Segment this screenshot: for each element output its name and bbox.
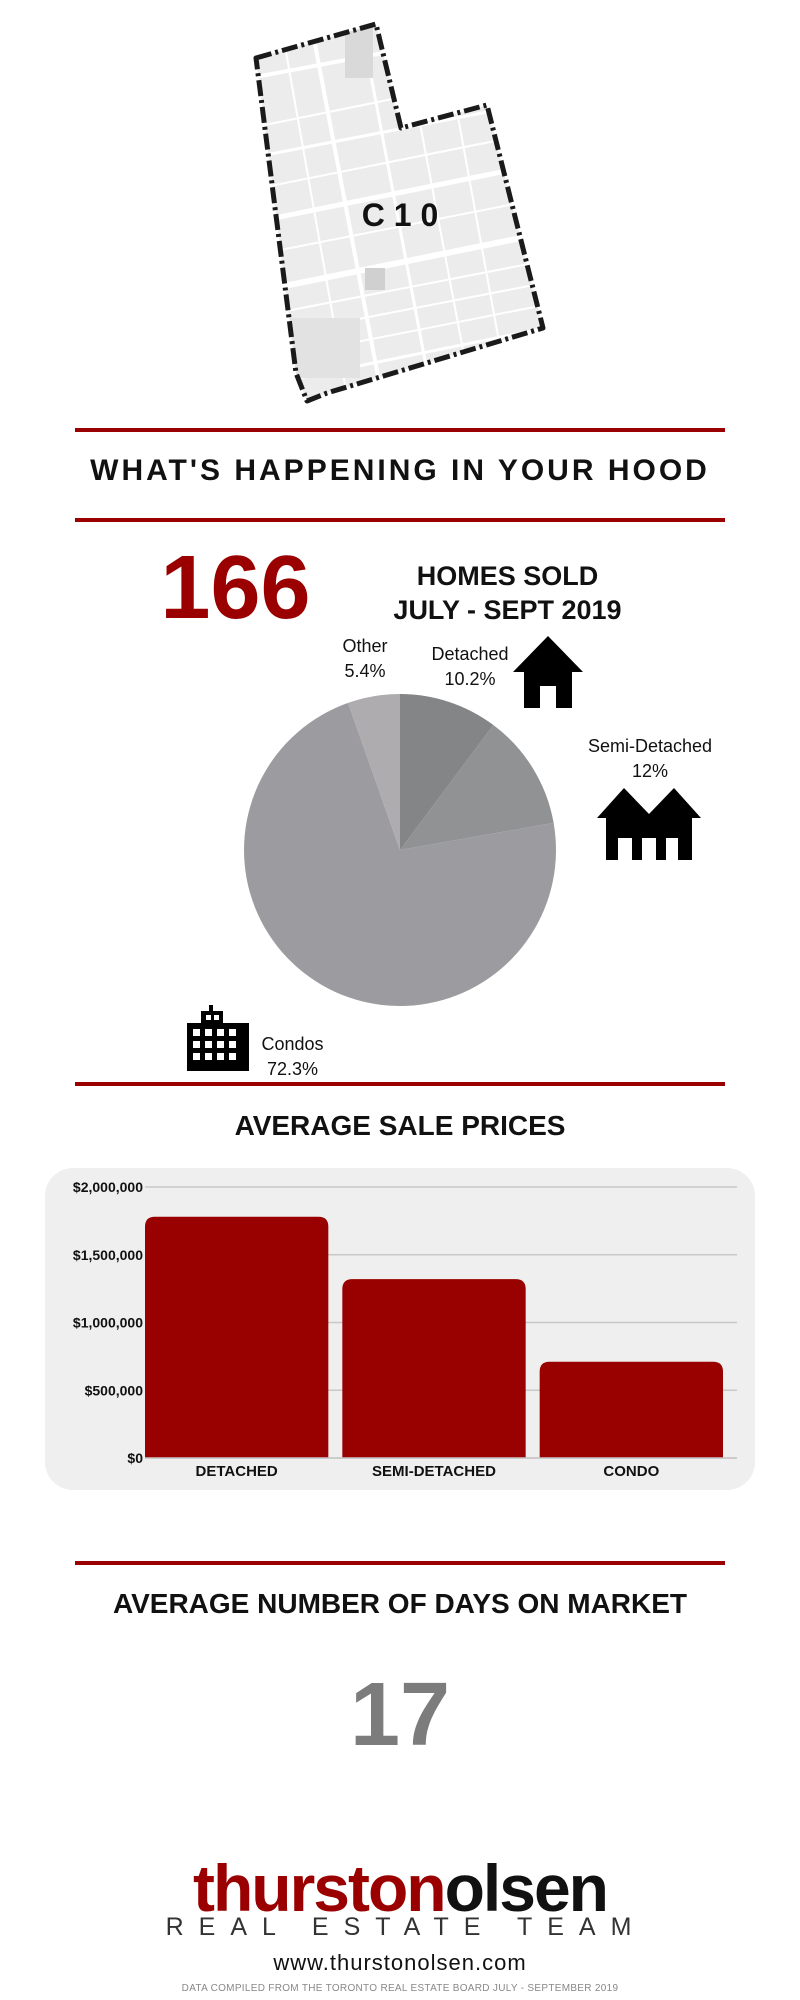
brand-name-part2: olsen <box>444 1851 609 1925</box>
divider-hood <box>75 518 725 522</box>
y-tick-label: $0 <box>127 1450 143 1466</box>
pie-label-detached-value: 10.2% <box>444 669 496 690</box>
pie-slice-semi-detached <box>400 725 554 850</box>
divider-prices <box>75 1082 725 1086</box>
days-on-market-value: 17 <box>349 1665 451 1765</box>
pie-label-condos-name: Condos <box>261 1034 324 1054</box>
pie-slice-other <box>348 694 400 850</box>
pie-label-semi-detached-name: Semi-Detached <box>587 736 713 756</box>
pie-slice-condos <box>243 702 556 1006</box>
section-title-days-on-market: AVERAGE NUMBER OF DAYS ON MARKET <box>112 1588 688 1619</box>
pie-label-condos: Condos 72.3% <box>245 1032 340 1082</box>
homes-sold-line1: HOMES SOLD <box>416 561 599 591</box>
map-district-label: C 1 0 <box>362 197 438 233</box>
section-title-hood: WHAT'S HAPPENING IN YOUR HOOD <box>90 454 710 487</box>
divider-days <box>75 1561 725 1565</box>
website-link[interactable]: www.thurstonolsen.com <box>273 1950 527 1975</box>
pie-label-semi-detached: Semi-Detached 12% <box>575 734 725 784</box>
property-type-pie <box>243 694 556 1006</box>
homes-sold-label: HOMES SOLD JULY - SEPT 2019 <box>370 560 645 628</box>
pie-label-condos-value: 72.3% <box>266 1059 319 1080</box>
bar-condo <box>539 1361 723 1458</box>
pie-slice-detached <box>400 694 494 850</box>
neighbourhood-map: C 1 0 <box>250 18 555 413</box>
bar-semi-detached <box>342 1279 526 1458</box>
homes-sold-period: JULY - SEPT 2019 <box>393 594 622 625</box>
divider-top <box>75 428 725 432</box>
brand-logo: thurstonolsen <box>0 1855 800 1921</box>
data-source-footnote: DATA COMPILED FROM THE TORONTO REAL ESTA… <box>181 1983 619 1994</box>
section-title-prices: AVERAGE SALE PRICES <box>234 1110 566 1141</box>
y-tick-label: $1,500,000 <box>73 1247 143 1263</box>
x-category-label: SEMI-DETACHED <box>372 1463 496 1480</box>
semi-detached-icon <box>597 788 701 860</box>
y-tick-label: $2,000,000 <box>73 1179 143 1195</box>
pie-label-detached: Detached 10.2% <box>415 642 525 692</box>
pie-label-detached-name: Detached <box>431 644 509 664</box>
homes-sold-count: 166 <box>160 538 311 638</box>
y-tick-label: $500,000 <box>85 1382 144 1398</box>
bar-chart-panel: $0 $500,000 $1,000,000 $1,500,000 $2,000,000… <box>45 1168 755 1490</box>
map-graphic: C 1 0 <box>253 21 546 404</box>
bar-detached <box>145 1216 329 1458</box>
pie-label-other-name: Other <box>342 636 388 656</box>
pie-label-other-value: 5.4% <box>344 661 386 682</box>
y-tick-label: $1,000,000 <box>73 1315 143 1331</box>
x-category-label: CONDO <box>603 1463 659 1480</box>
pie-label-semi-detached-value: 12% <box>631 761 669 782</box>
pie-label-other: Other 5.4% <box>325 634 405 684</box>
brand-tagline: REAL ESTATE TEAM <box>165 1913 647 1941</box>
x-category-label: DETACHED <box>196 1463 278 1480</box>
average-price-bar-chart: $0 $500,000 $1,000,000 $1,500,000 $2,000,000… <box>73 1179 737 1480</box>
house-icon <box>513 636 583 708</box>
brand-name-part1: thurston <box>193 1851 447 1925</box>
condo-building-icon <box>187 1005 249 1071</box>
